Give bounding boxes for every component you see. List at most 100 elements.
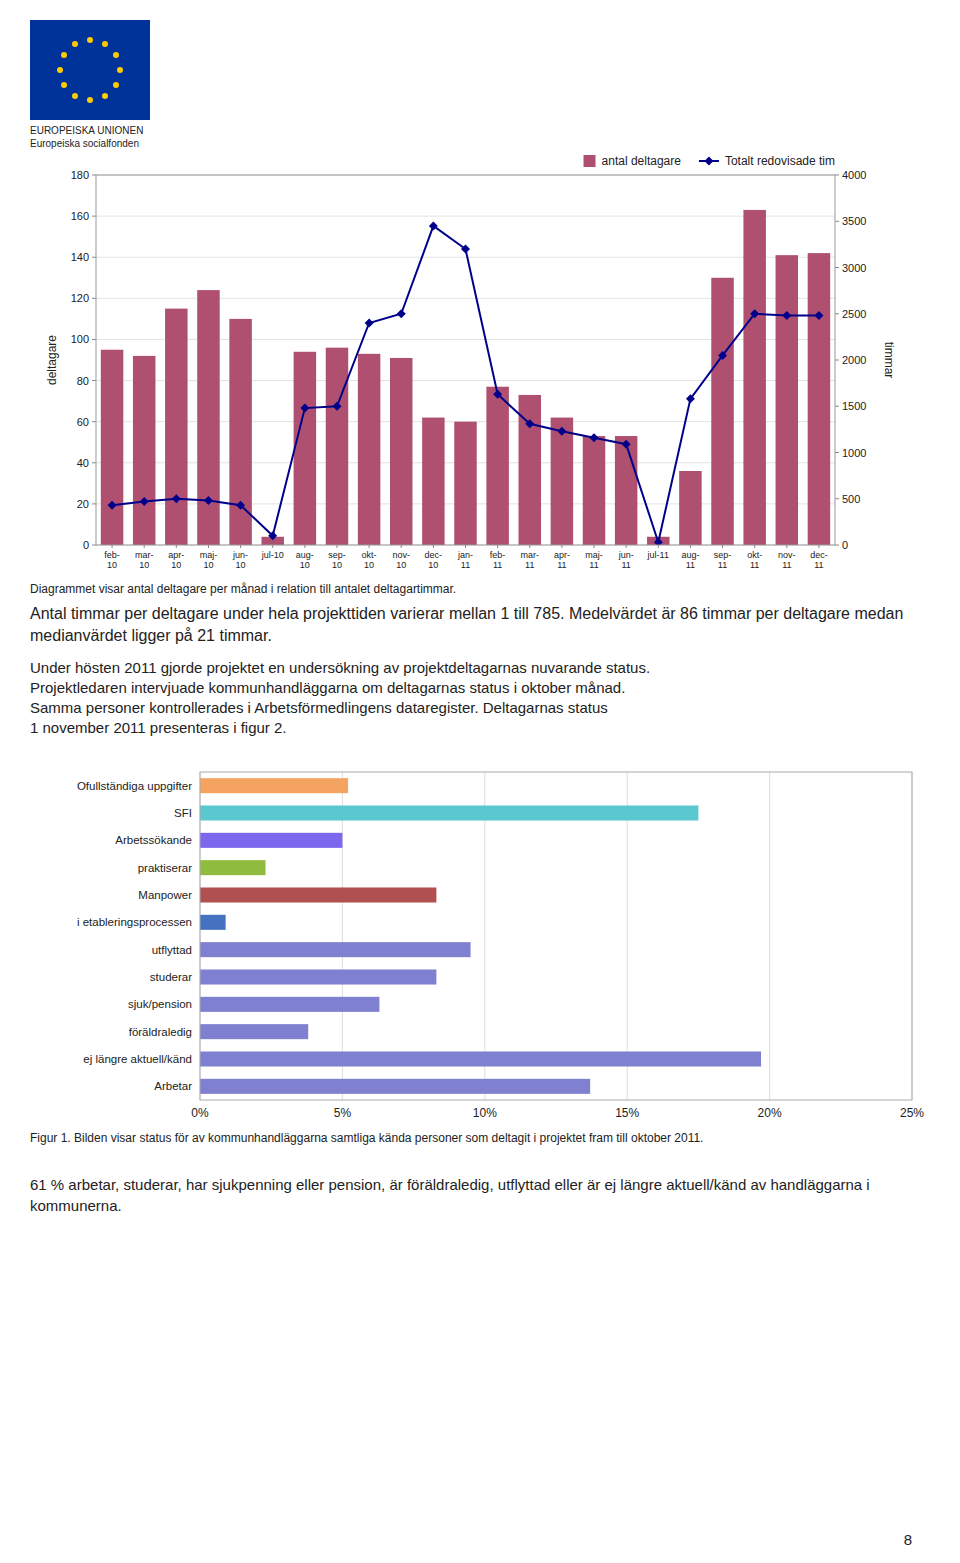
plot-frame [96, 175, 835, 545]
tick [835, 267, 839, 268]
bar [197, 290, 219, 545]
category-label: maj-10 [200, 550, 218, 570]
eu-flag-star [61, 52, 67, 58]
text-line: Figur 1. Bilden visar status för av komm… [30, 1131, 703, 1145]
marker [236, 501, 245, 510]
marker [429, 221, 438, 230]
text-line: Under hösten 2011 gjorde projektet en un… [30, 659, 650, 676]
tick [92, 380, 96, 381]
bar [294, 352, 316, 545]
bar [133, 356, 155, 545]
bar [486, 387, 508, 545]
text-line: aug- [681, 550, 699, 560]
text-line: EUROPEISKA UNIONEN [30, 125, 143, 136]
marker [718, 351, 727, 360]
bar [229, 319, 251, 545]
text-line: sep- [328, 550, 346, 560]
annotation: 1 november 2011 presenteras i figur 2. [30, 719, 287, 736]
category-label: feb-11 [490, 550, 506, 570]
grid-line [96, 257, 835, 258]
category-label: i etableringsprocessen [77, 916, 192, 928]
marker [782, 311, 791, 320]
annotation: Figur 1. Bilden visar status för av komm… [30, 1131, 703, 1145]
annotation: Europeiska socialfonden [30, 138, 139, 149]
tick-label: 80 [77, 375, 89, 387]
line [112, 226, 819, 542]
category-label: aug-10 [296, 550, 314, 570]
tick [92, 298, 96, 299]
text-line: maj- [585, 550, 603, 560]
tick [465, 545, 466, 548]
tick [835, 406, 839, 407]
chart-bottom: 0%5%10%15%20%25%Ofullständiga uppgifterS… [77, 772, 924, 1120]
tick [433, 545, 434, 548]
category-label: ej längre aktuell/känd [83, 1053, 192, 1065]
tick-label: 2500 [842, 308, 866, 320]
tick [336, 545, 337, 548]
tick [835, 313, 839, 314]
category-label: SFI [174, 807, 192, 819]
text-line: 10 [107, 560, 117, 570]
tick-label: 60 [77, 416, 89, 428]
tick [401, 545, 402, 548]
marker [814, 311, 823, 320]
tick [369, 545, 370, 548]
marker [654, 538, 663, 545]
bar [776, 255, 798, 545]
text-line: feb- [490, 550, 506, 560]
category-label: Arbetssökande [115, 834, 192, 846]
text-line: medianvärdet ligger på 21 timmar. [30, 627, 272, 644]
marker [622, 440, 631, 449]
bar [615, 436, 637, 545]
marker [750, 309, 759, 318]
category-label: apr-11 [554, 550, 570, 570]
bar [390, 358, 412, 545]
tick-label: 3500 [842, 215, 866, 227]
bar [583, 436, 605, 545]
text-line: jan- [457, 550, 473, 560]
tick-label: 20% [758, 1106, 782, 1120]
tick [92, 216, 96, 217]
bar [711, 278, 733, 545]
category-label: Arbetar [154, 1080, 192, 1092]
text-line: maj- [200, 550, 218, 560]
marker [365, 319, 374, 328]
bar [551, 418, 573, 545]
category-label: jan-11 [457, 550, 473, 570]
text-line: mar- [521, 550, 540, 560]
text-line: sep- [714, 550, 732, 560]
tick [835, 545, 839, 546]
eu-flag-star [72, 41, 78, 47]
eu-flag-star [72, 93, 78, 99]
category-label: aug-11 [681, 550, 699, 570]
bar [101, 350, 123, 545]
category-label: mar-11 [521, 550, 540, 570]
tick [92, 421, 96, 422]
category-label: nov-10 [392, 550, 410, 570]
axis-label: timmar [882, 342, 896, 379]
eu-flag-star [102, 41, 108, 47]
annotation: Projektledaren intervjuade kommunhandläg… [30, 679, 625, 696]
category-label: utflyttad [152, 944, 192, 956]
text-line: dec- [810, 550, 828, 560]
category-label: sjuk/pension [128, 998, 192, 1010]
category-label: sep-10 [328, 550, 346, 570]
grid-line [769, 772, 770, 1100]
text-line: apr- [168, 550, 184, 560]
text-line: apr- [554, 550, 570, 560]
tick-label: 5% [334, 1106, 352, 1120]
annotation: Samma personer kontrollerades i Arbetsfö… [30, 699, 608, 716]
eu-flag-field [30, 20, 150, 120]
page: 0204060801001201401601800500100015002000… [0, 0, 960, 1563]
annotation: Antal timmar per deltagare under hela pr… [30, 605, 903, 644]
tick [835, 221, 839, 222]
tick-label: 0% [191, 1106, 209, 1120]
text-line: okt- [747, 550, 762, 560]
tick [304, 545, 305, 548]
bar [200, 860, 266, 875]
tick-label: 25% [900, 1106, 924, 1120]
text-line: 10 [396, 560, 406, 570]
text-line: jun- [232, 550, 248, 560]
text-line: 10 [171, 560, 181, 570]
category-label: jun-10 [232, 550, 248, 570]
